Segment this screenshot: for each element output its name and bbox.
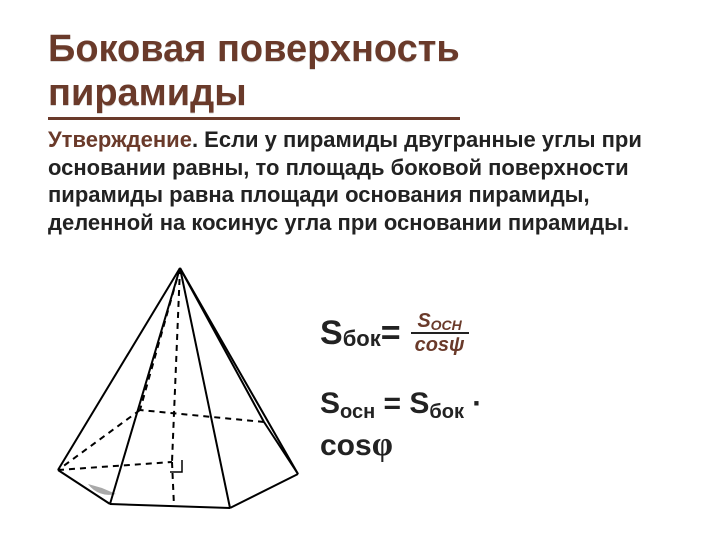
statement-label: Утверждение xyxy=(48,127,192,152)
f2-sub2: бок xyxy=(429,401,464,423)
f1-frac-top: SОСН xyxy=(413,310,465,332)
f1-fraction: SОСН cosψ xyxy=(411,310,469,356)
slide-title: Боковая поверхность пирамиды xyxy=(48,28,460,120)
f2-sub1: осн xyxy=(340,401,375,423)
formula-2: Sосн = Sбок · cosφ xyxy=(320,384,690,467)
statement-text: Утверждение. Если у пирамиды двугранные … xyxy=(48,126,672,236)
f2-pre: S xyxy=(320,387,340,420)
f1-top-S: S xyxy=(417,310,430,332)
f1-frac-bot: cosψ xyxy=(411,334,469,356)
f2-dot: · xyxy=(464,387,482,420)
formulas-block: Sбок = SОСН cosψ Sосн = Sбок · cosφ xyxy=(320,310,690,467)
formula-1: Sбок = SОСН cosψ xyxy=(320,310,690,356)
f1-S: S xyxy=(320,314,343,353)
f1-eq: = xyxy=(381,314,401,353)
f1-sub: бок xyxy=(343,326,381,352)
title-line-2: пирамиды xyxy=(48,72,247,114)
title-line-1: Боковая поверхность xyxy=(48,28,460,70)
pyramid-diagram xyxy=(40,260,320,520)
f2-mid: = S xyxy=(375,387,429,420)
f2-cos: cos xyxy=(320,429,372,462)
f1-top-sub: ОСН xyxy=(431,317,462,333)
f2-phi: φ xyxy=(372,426,393,463)
